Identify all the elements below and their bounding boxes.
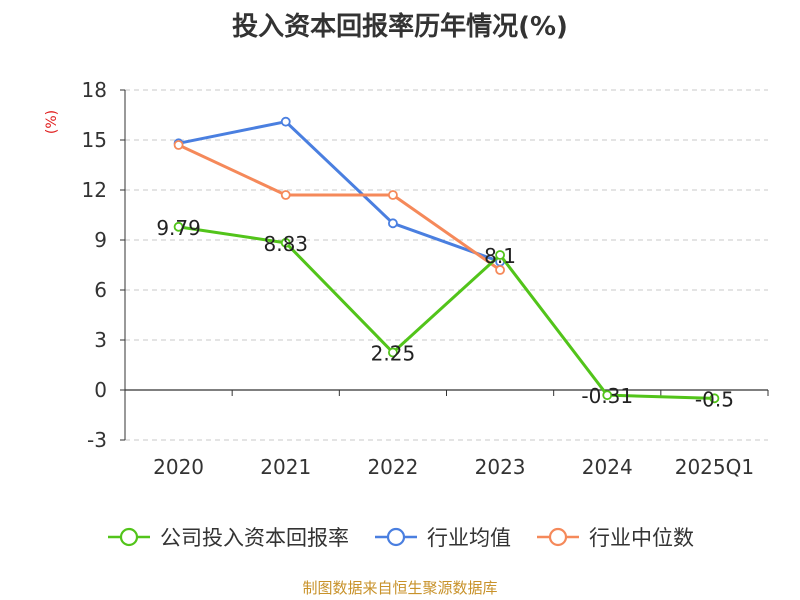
series-line [178, 120, 501, 264]
x-tick-label: 2022 [367, 455, 418, 479]
data-point [280, 116, 291, 127]
data-point [388, 347, 398, 358]
data-label: 8.1 [484, 244, 516, 268]
series-line [177, 143, 501, 272]
data-label: 2.25 [371, 342, 416, 366]
x-tick-label: 2020 [153, 455, 204, 479]
data-point [495, 250, 505, 260]
x-tick-label: 2021 [260, 455, 311, 479]
y-tick-label: 3 [94, 328, 107, 352]
data-point [602, 390, 613, 401]
data-point [173, 221, 184, 232]
x-tick-label: 2025Q1 [675, 455, 754, 479]
x-tick-label: 2024 [582, 455, 633, 479]
series-line [178, 225, 715, 400]
y-tick-label: 12 [82, 178, 107, 202]
data-label: 8.83 [263, 232, 308, 256]
x-tick-label: 2023 [475, 455, 526, 479]
legend: 公司投入资本回报率 行业均值 行业中位数 [0, 520, 800, 554]
data-label: -0.31 [581, 384, 633, 408]
data-point [280, 190, 291, 200]
legend-item[interactable]: 公司投入资本回报率 [106, 522, 349, 552]
line-chart: -3 0 3 6 9 12 15 18 2020 2021 2022 2023 2024 2025Q1 9.… [82, 78, 769, 479]
data-point [173, 140, 184, 150]
data-label: 9.79 [156, 216, 201, 240]
chart-title: 投入资本回报率历年情况(%) [232, 12, 568, 42]
legend-swatch-icon [375, 527, 417, 547]
legend-item[interactable]: 行业中位数 [535, 522, 694, 552]
legend-swatch-icon [537, 527, 579, 547]
y-tick-label: 6 [94, 278, 107, 302]
legend-item[interactable]: 行业均值 [373, 522, 511, 552]
data-point [388, 190, 398, 200]
y-tick-label: 18 [82, 78, 107, 102]
y-tick-label: -3 [87, 428, 107, 452]
data-point [495, 265, 505, 275]
legend-label: 行业均值 [427, 526, 511, 550]
y-tick-label: 15 [82, 128, 107, 152]
data-point [280, 237, 291, 248]
legend-label: 公司投入资本回报率 [160, 526, 349, 550]
data-point [388, 218, 398, 229]
y-tick-label: 0 [94, 378, 107, 402]
data-point [709, 393, 720, 404]
legend-swatch-icon [108, 527, 150, 547]
y-tick-label: 9 [94, 228, 107, 252]
data-source-note: 制图数据来自恒生聚源数据库 [302, 579, 498, 597]
legend-label: 行业中位数 [589, 526, 694, 550]
data-label: -0.5 [695, 387, 734, 411]
